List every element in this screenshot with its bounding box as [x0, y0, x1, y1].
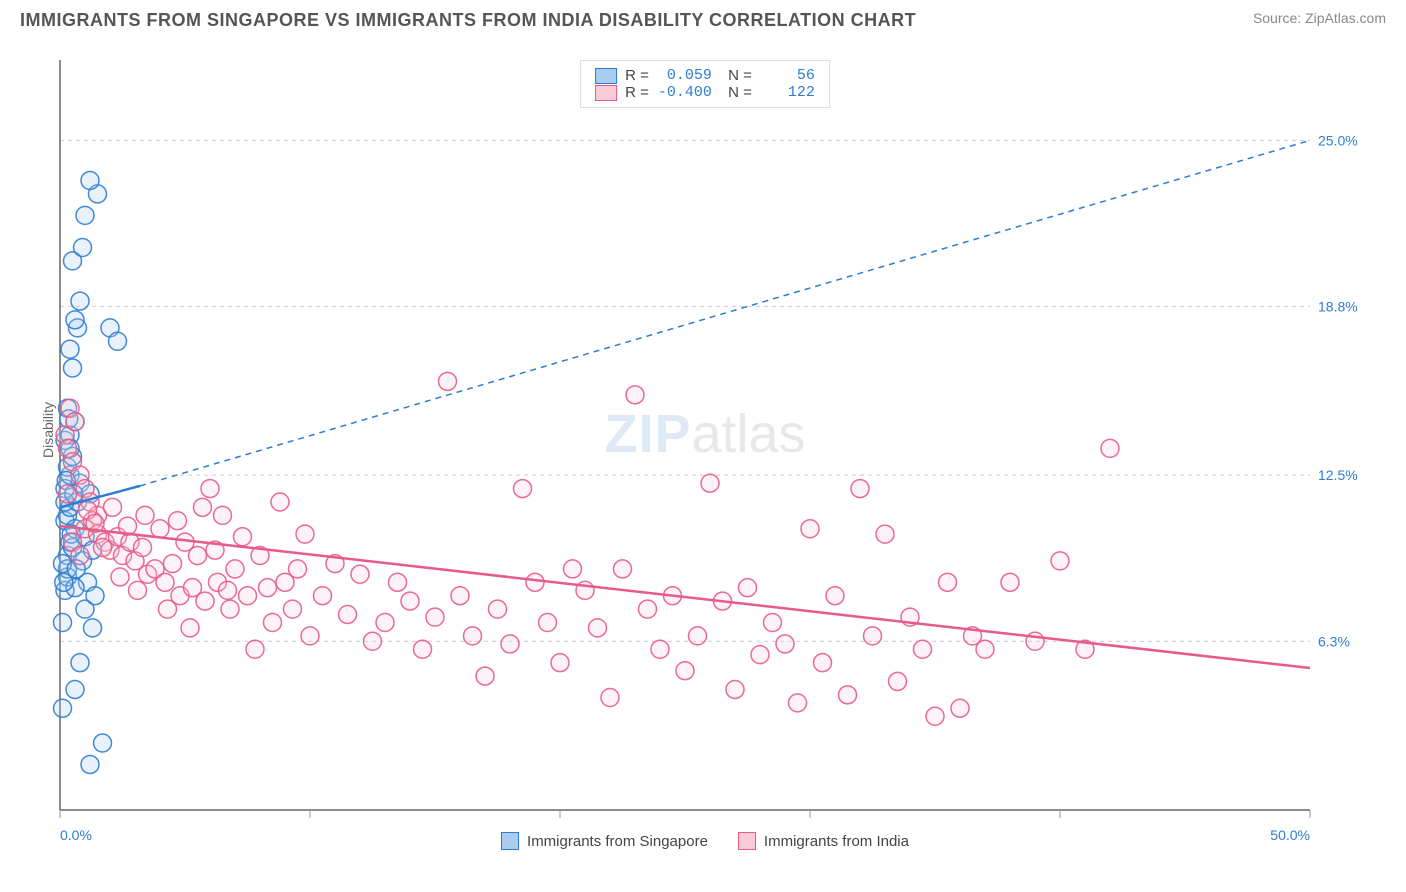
stats-row-singapore: R = 0.059 N = 56 [595, 67, 815, 84]
legend-label-india: Immigrants from India [764, 833, 909, 850]
svg-text:18.8%: 18.8% [1318, 298, 1358, 314]
svg-text:25.0%: 25.0% [1318, 132, 1358, 148]
n-value-singapore: 56 [760, 67, 815, 84]
chart-container: Disability 6.3%12.5%18.8%25.0%0.0%50.0% … [50, 50, 1360, 850]
header: IMMIGRANTS FROM SINGAPORE VS IMMIGRANTS … [0, 0, 1406, 31]
swatch-india-bottom [738, 832, 756, 850]
svg-text:12.5%: 12.5% [1318, 467, 1358, 483]
r-value-india: -0.400 [657, 84, 712, 101]
source-attribution: Source: ZipAtlas.com [1253, 10, 1386, 26]
n-label: N = [720, 84, 752, 101]
bottom-legend: Immigrants from Singapore Immigrants fro… [501, 832, 909, 850]
svg-text:6.3%: 6.3% [1318, 633, 1350, 649]
stats-legend-box: R = 0.059 N = 56 R = -0.400 N = 122 [580, 60, 830, 108]
legend-label-singapore: Immigrants from Singapore [527, 833, 708, 850]
r-label: R = [625, 84, 649, 101]
legend-item-singapore: Immigrants from Singapore [501, 832, 708, 850]
r-value-singapore: 0.059 [657, 67, 712, 84]
swatch-singapore [595, 68, 617, 84]
svg-text:0.0%: 0.0% [60, 827, 92, 843]
stats-row-india: R = -0.400 N = 122 [595, 84, 815, 101]
chart-title: IMMIGRANTS FROM SINGAPORE VS IMMIGRANTS … [20, 10, 916, 31]
legend-item-india: Immigrants from India [738, 832, 909, 850]
r-label: R = [625, 67, 649, 84]
svg-text:50.0%: 50.0% [1270, 827, 1310, 843]
swatch-singapore-bottom [501, 832, 519, 850]
n-label: N = [720, 67, 752, 84]
scatter-plot: 6.3% 12.5% 18.8% 25.0% 0.0% 50.0% [50, 50, 1360, 850]
n-value-india: 122 [760, 84, 815, 101]
swatch-india [595, 85, 617, 101]
